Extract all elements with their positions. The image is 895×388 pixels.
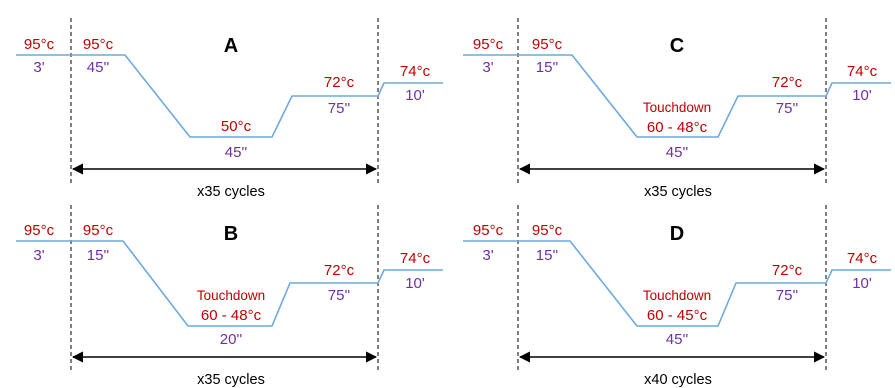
cycle-count: x35 cycles <box>197 372 265 388</box>
cycle-count: x35 cycles <box>644 184 712 200</box>
extend-time: 75'' <box>328 287 351 304</box>
anneal-time: 45'' <box>225 144 248 161</box>
final-temp: 74°c <box>400 63 431 80</box>
denature-temp: 95°c <box>532 222 563 239</box>
temperature-profile <box>463 240 891 327</box>
extend-time: 75'' <box>776 100 799 117</box>
panel-d: D 95°c 3' 95°c 15'' Touchdown 60 - 45°c … <box>463 205 891 388</box>
panel-letter: D <box>670 223 684 245</box>
extend-temp: 72°c <box>772 262 803 279</box>
initial-temp: 95°c <box>473 36 504 53</box>
initial-temp: 95°c <box>473 222 504 239</box>
anneal-temp: 60 - 48°c <box>647 119 708 136</box>
anneal-temp: 60 - 45°c <box>647 307 708 324</box>
extend-time: 75'' <box>776 287 799 304</box>
denature-time: 45'' <box>87 59 110 76</box>
anneal-time: 45'' <box>666 144 689 161</box>
extend-time: 75'' <box>328 100 351 117</box>
final-time: 10' <box>852 275 872 292</box>
panel-a: A 95°c 3' 95°c 45'' 50°c 45'' 72°c 75'' … <box>16 18 443 200</box>
anneal-temp: 60 - 48°c <box>201 307 262 324</box>
denature-temp: 95°c <box>532 36 563 53</box>
denature-temp: 95°c <box>83 222 114 239</box>
final-temp: 74°c <box>847 63 878 80</box>
anneal-note: Touchdown <box>643 100 711 115</box>
final-temp: 74°c <box>400 250 431 267</box>
denature-temp: 95°c <box>83 36 114 53</box>
anneal-time: 45'' <box>666 331 689 348</box>
initial-time: 3' <box>33 247 44 264</box>
panel-c: C 95°c 3' 95°c 15'' Touchdown 60 - 48°c … <box>463 18 891 200</box>
denature-time: 15'' <box>536 59 559 76</box>
initial-temp: 95°c <box>24 36 55 53</box>
anneal-note: Touchdown <box>197 288 265 303</box>
panel-letter: A <box>224 35 238 57</box>
anneal-note: Touchdown <box>643 288 711 303</box>
temperature-profile <box>16 240 443 327</box>
extend-temp: 72°c <box>772 74 803 91</box>
initial-temp: 95°c <box>24 222 55 239</box>
cycle-count: x40 cycles <box>644 372 712 388</box>
denature-time: 15'' <box>87 247 110 264</box>
final-temp: 74°c <box>847 250 878 267</box>
extend-temp: 72°c <box>324 262 355 279</box>
anneal-temp: 50°c <box>221 118 252 135</box>
final-time: 10' <box>852 87 872 104</box>
initial-time: 3' <box>482 59 493 76</box>
final-time: 10' <box>405 275 425 292</box>
initial-time: 3' <box>33 59 44 76</box>
cycle-count: x35 cycles <box>197 184 265 200</box>
panel-b: B 95°c 3' 95°c 15'' Touchdown 60 - 48°c … <box>16 205 443 388</box>
anneal-time: 20'' <box>220 331 243 348</box>
denature-time: 15'' <box>536 247 559 264</box>
temperature-profile <box>463 54 891 138</box>
temperature-profile <box>16 54 443 138</box>
panel-letter: B <box>224 223 238 245</box>
extend-temp: 72°c <box>324 74 355 91</box>
final-time: 10' <box>405 87 425 104</box>
panel-letter: C <box>670 35 684 57</box>
initial-time: 3' <box>482 247 493 264</box>
